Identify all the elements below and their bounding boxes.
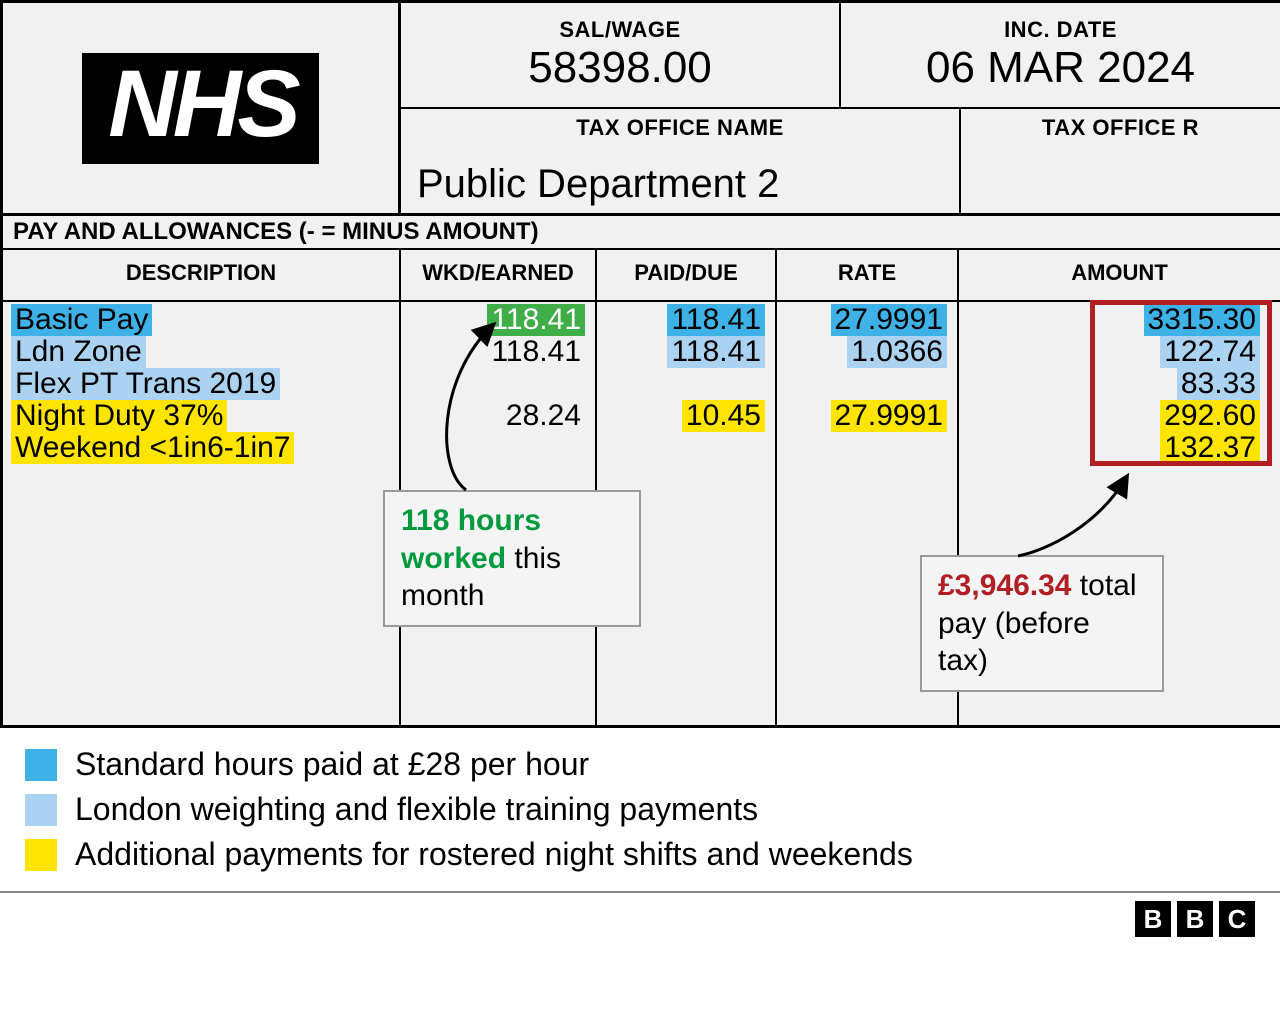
table-cell bbox=[777, 432, 947, 464]
legend-text: Standard hours paid at £28 per hour bbox=[75, 746, 589, 783]
bbc-block: B bbox=[1135, 901, 1171, 937]
table-cell bbox=[597, 432, 765, 464]
table-cell: 292.60 bbox=[959, 400, 1260, 432]
col-head-description: DESCRIPTION bbox=[3, 250, 399, 302]
table-cell: 118.41 bbox=[401, 336, 585, 368]
table-cell: 132.37 bbox=[959, 432, 1260, 464]
legend-swatch bbox=[25, 839, 57, 871]
inc-date-value: 06 MAR 2024 bbox=[926, 43, 1195, 93]
table-cell: 27.9991 bbox=[777, 304, 947, 336]
legend: Standard hours paid at £28 per hour Londo… bbox=[0, 728, 1280, 893]
bbc-block: C bbox=[1219, 901, 1255, 937]
legend-swatch bbox=[25, 749, 57, 781]
callout-total: £3,946.34 total pay (before tax) bbox=[920, 555, 1164, 692]
legend-text: Additional payments for rostered night s… bbox=[75, 836, 913, 873]
bbc-block: B bbox=[1177, 901, 1213, 937]
col-head-rate: RATE bbox=[777, 250, 957, 302]
col-description: DESCRIPTION Basic PayLdn ZoneFlex PT Tra… bbox=[3, 250, 401, 725]
tax-office-name-cell: TAX OFFICE NAME Public Department 2 bbox=[401, 109, 961, 213]
table-cell: 27.9991 bbox=[777, 400, 947, 432]
inc-date-label: INC. DATE bbox=[1004, 17, 1117, 43]
col-head-amount: AMOUNT bbox=[959, 250, 1280, 302]
col-head-paid: PAID/DUE bbox=[597, 250, 775, 302]
table-cell bbox=[777, 368, 947, 400]
table-cell: 1.0366 bbox=[777, 336, 947, 368]
col-head-wkd: WKD/EARNED bbox=[401, 250, 595, 302]
tax-office-ref-cell: TAX OFFICE R bbox=[961, 109, 1280, 213]
sal-wage-label: SAL/WAGE bbox=[559, 17, 680, 43]
table-row-description: Weekend <1in6-1in7 bbox=[11, 432, 399, 464]
table-row-description: Night Duty 37% bbox=[11, 400, 399, 432]
table-cell: 118.41 bbox=[401, 304, 585, 336]
legend-item: Standard hours paid at £28 per hour bbox=[25, 746, 1270, 783]
col-paid-due: PAID/DUE 118.41118.41 10.45 bbox=[597, 250, 777, 725]
table-row-description: Flex PT Trans 2019 bbox=[11, 368, 399, 400]
legend-item: Additional payments for rostered night s… bbox=[25, 836, 1270, 873]
payslip-graphic: NHS SAL/WAGE 58398.00 INC. DATE 06 MAR 2… bbox=[0, 0, 1280, 947]
tax-office-name-value: Public Department 2 bbox=[401, 162, 959, 213]
nhs-logo: NHS bbox=[82, 53, 319, 164]
sal-wage-cell: SAL/WAGE 58398.00 bbox=[401, 3, 841, 107]
tax-office-ref-label: TAX OFFICE R bbox=[1042, 109, 1199, 141]
inc-date-cell: INC. DATE 06 MAR 2024 bbox=[841, 3, 1280, 107]
callout-total-emph: £3,946.34 bbox=[938, 569, 1071, 602]
sal-wage-value: 58398.00 bbox=[528, 43, 712, 93]
table-cell: 118.41 bbox=[597, 336, 765, 368]
legend-swatch bbox=[25, 794, 57, 826]
col-wkd-earned: WKD/EARNED 118.41118.41 28.24 bbox=[401, 250, 597, 725]
table-row-description: Basic Pay bbox=[11, 304, 399, 336]
table-cell: 122.74 bbox=[959, 336, 1260, 368]
callout-hours: 118 hours worked this month bbox=[383, 490, 641, 627]
table-cell bbox=[597, 368, 765, 400]
table-cell: 118.41 bbox=[597, 304, 765, 336]
table-cell bbox=[401, 432, 585, 464]
bbc-logo: BBC bbox=[0, 893, 1280, 947]
header-right: SAL/WAGE 58398.00 INC. DATE 06 MAR 2024 … bbox=[401, 3, 1280, 213]
table-row-description: Ldn Zone bbox=[11, 336, 399, 368]
table-cell: 28.24 bbox=[401, 400, 585, 432]
tax-office-name-label: TAX OFFICE NAME bbox=[576, 109, 784, 141]
payslip-header: NHS SAL/WAGE 58398.00 INC. DATE 06 MAR 2… bbox=[0, 0, 1280, 216]
table-cell bbox=[401, 368, 585, 400]
table-cell: 3315.30 bbox=[959, 304, 1260, 336]
table-cell: 83.33 bbox=[959, 368, 1260, 400]
pay-allowances-title: PAY AND ALLOWANCES (- = MINUS AMOUNT) bbox=[0, 216, 1280, 248]
legend-text: London weighting and flexible training p… bbox=[75, 791, 758, 828]
table-cell: 10.45 bbox=[597, 400, 765, 432]
legend-item: London weighting and flexible training p… bbox=[25, 791, 1270, 828]
logo-cell: NHS bbox=[3, 3, 401, 213]
